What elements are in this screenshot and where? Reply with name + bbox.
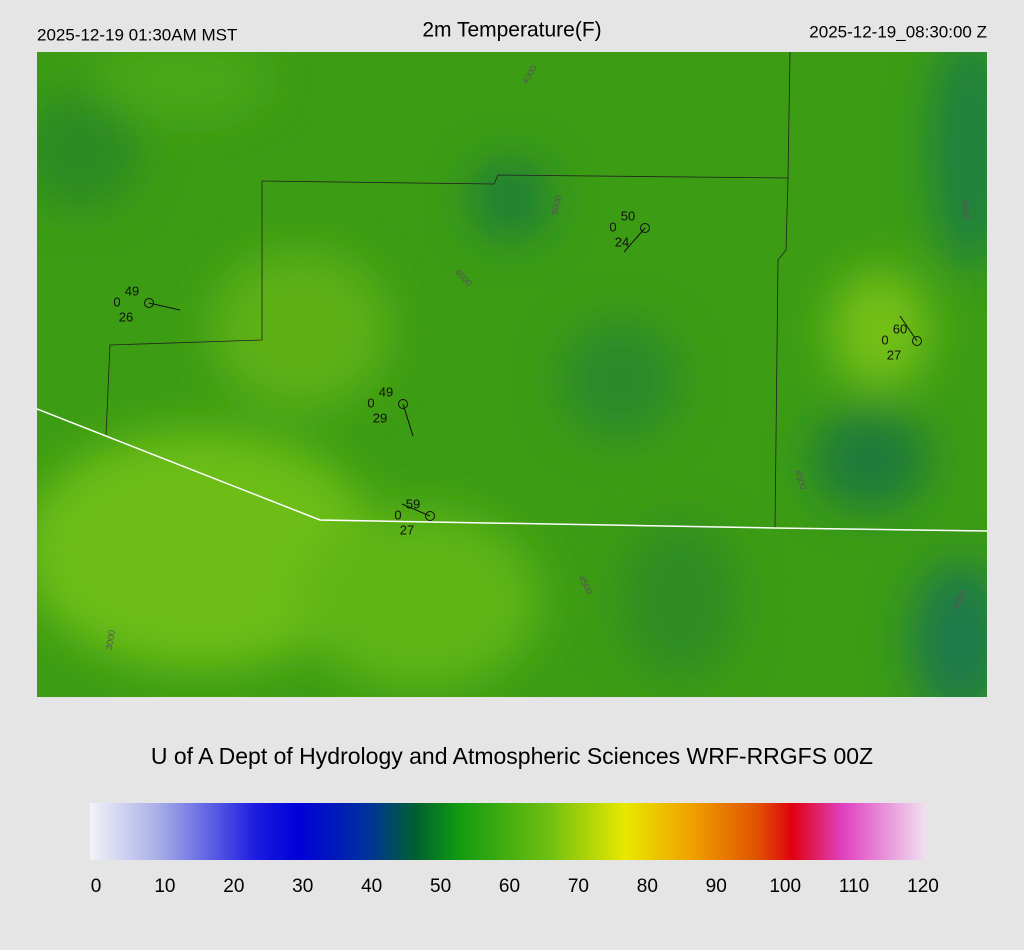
map: 4902650024600274902959027400045005000450… [37, 52, 987, 697]
colorbar-tick-label: 120 [907, 876, 939, 897]
station-circle [912, 336, 922, 346]
station-circle [425, 511, 435, 521]
colorbar-tick-label: 100 [769, 876, 801, 897]
station-temp: 59 [406, 496, 420, 511]
wind-barb [401, 503, 431, 517]
wind-barb [148, 302, 181, 311]
valid-time-utc: 2025-12-19_08:30:00 Z [809, 22, 987, 41]
colorbar-tick-label: 60 [499, 876, 520, 897]
valid-time-local: 2025-12-19 01:30AM MST [37, 25, 237, 44]
station-temp: 60 [893, 321, 907, 336]
colorbar-tick-label: 10 [154, 876, 175, 897]
station-vis: 0 [367, 395, 374, 410]
colorbar-tick-label: 30 [292, 876, 313, 897]
station-vis: 0 [881, 332, 888, 347]
station-circle [398, 399, 408, 409]
station-vis: 0 [609, 219, 616, 234]
station-vis: 0 [394, 507, 401, 522]
station-vis: 0 [113, 294, 120, 309]
colorbar-tick-label: 70 [568, 876, 589, 897]
wind-barb [623, 227, 646, 253]
colorbar-tick-label: 80 [637, 876, 658, 897]
wind-barb [899, 315, 918, 342]
colorbar-tick-label: 20 [223, 876, 244, 897]
credit: U of A Dept of Hydrology and Atmospheric… [151, 743, 873, 769]
station-temp: 50 [621, 208, 635, 223]
colorbar-tick-label: 0 [91, 876, 102, 897]
contour-label: 5000 [550, 194, 563, 215]
station-dew: 29 [373, 410, 387, 425]
station-circle [640, 223, 650, 233]
colorbar-tick-label: 50 [430, 876, 451, 897]
colorbar-tick-label: 40 [361, 876, 382, 897]
wind-barb [402, 403, 414, 437]
station-dew: 26 [119, 309, 133, 324]
contour-label: 3000 [104, 629, 117, 650]
colorbar-tick-label: 110 [839, 876, 869, 897]
station-dew: 27 [400, 522, 414, 537]
contour-label: 4000 [961, 200, 971, 220]
station-dew: 27 [887, 347, 901, 362]
station-temp: 49 [379, 384, 393, 399]
station-temp: 49 [125, 283, 139, 298]
color-scale [90, 803, 926, 860]
map-title: 2m Temperature(F) [422, 19, 601, 42]
colorbar-tick-label: 90 [706, 876, 727, 897]
station-circle [144, 298, 154, 308]
station-dew: 24 [615, 234, 629, 249]
